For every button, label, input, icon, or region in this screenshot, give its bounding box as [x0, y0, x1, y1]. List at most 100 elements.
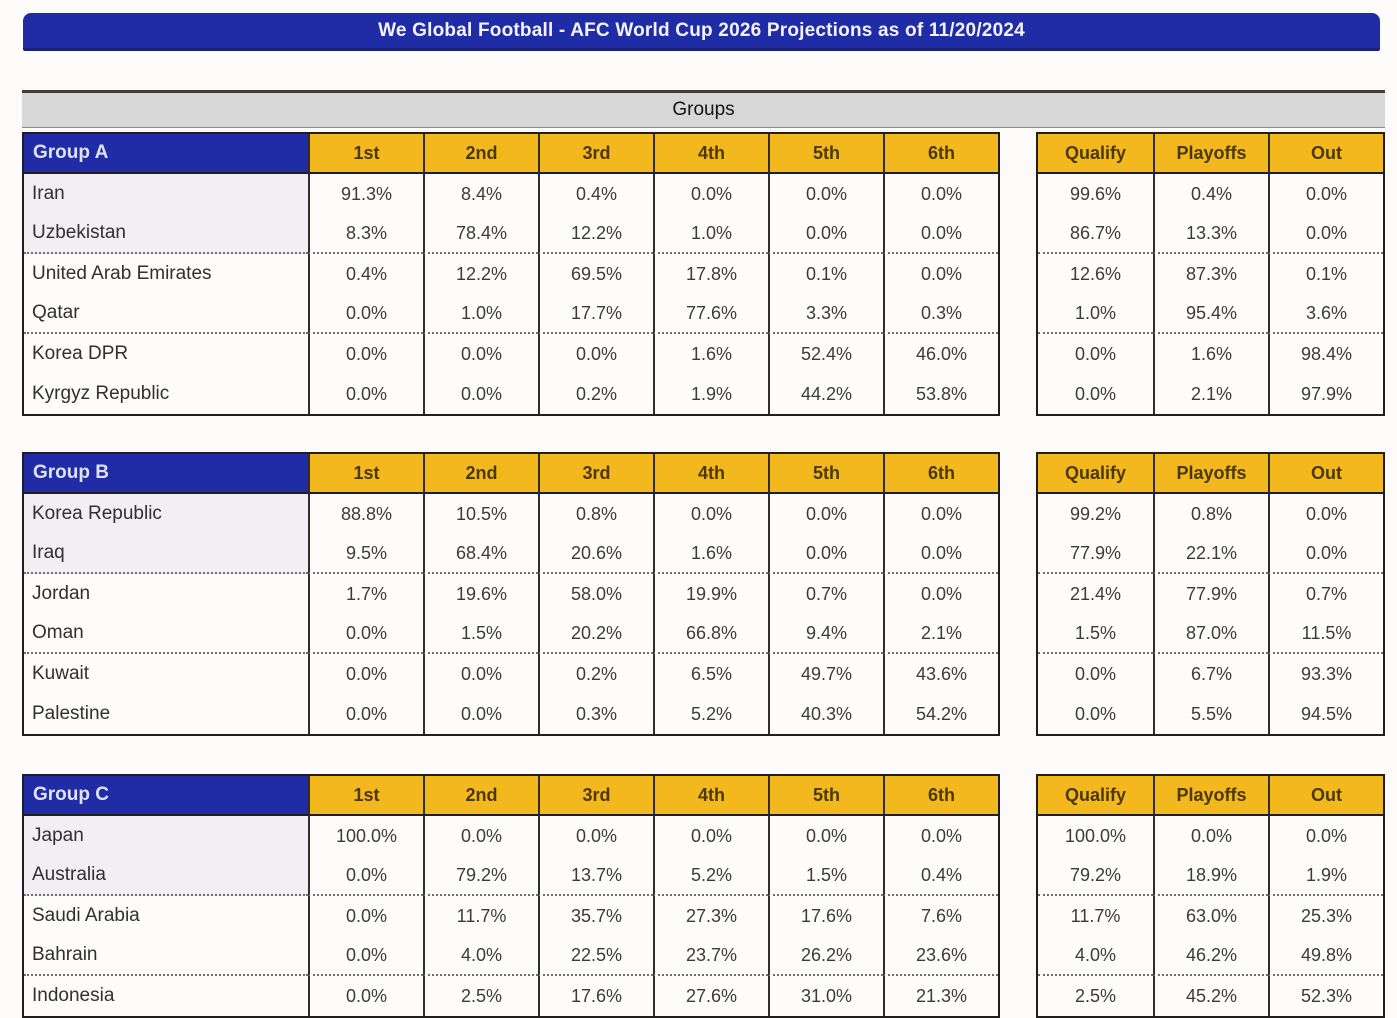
position-probability-cell: 0.0% — [768, 534, 883, 574]
team-name-cell: Korea DPR — [24, 334, 308, 374]
group-b-positions-table: Group B 1st 2nd 3rd 4th 5th 6th Korea Republic 8… — [22, 452, 1000, 736]
position-probability-cell: 0.0% — [308, 654, 423, 694]
position-probability-cell: 0.0% — [308, 614, 423, 654]
position-probability-cell: 22.5% — [538, 936, 653, 976]
position-probability-cell: 10.5% — [423, 494, 538, 534]
outcome-probability-cell: 0.0% — [1038, 334, 1153, 374]
team-name-cell: Iran — [24, 174, 308, 214]
position-probability-cell: 0.0% — [423, 334, 538, 374]
position-probability-cell: 79.2% — [423, 856, 538, 896]
team-name-cell: United Arab Emirates — [24, 254, 308, 294]
outcome-probability-cell: 1.0% — [1038, 294, 1153, 334]
outcome-probability-cell: 6.7% — [1153, 654, 1268, 694]
position-probability-cell: 0.0% — [883, 574, 998, 614]
outcome-probability-cell: 0.0% — [1038, 654, 1153, 694]
outcome-probability-cell: 46.2% — [1153, 936, 1268, 976]
team-name-cell: Qatar — [24, 294, 308, 334]
position-probability-cell: 8.4% — [423, 174, 538, 214]
position-probability-cell: 0.0% — [423, 694, 538, 734]
position-probability-cell: 0.0% — [308, 976, 423, 1016]
position-probability-cell: 19.9% — [653, 574, 768, 614]
outcome-probability-cell: 100.0% — [1038, 816, 1153, 856]
position-probability-cell: 0.0% — [423, 374, 538, 414]
position-probability-cell: 0.0% — [653, 494, 768, 534]
group-a-outcomes-table: Qualify Playoffs Out 99.6% 0.4% 0.0% 86.7% 13.3… — [1036, 132, 1385, 416]
position-probability-cell: 21.3% — [883, 976, 998, 1016]
position-probability-cell: 0.1% — [768, 254, 883, 294]
position-probability-cell: 17.7% — [538, 294, 653, 334]
position-probability-cell: 8.3% — [308, 214, 423, 254]
outcome-probability-cell: 11.5% — [1268, 614, 1383, 654]
outcome-header-cell: Out — [1268, 776, 1383, 816]
outcome-probability-cell: 45.2% — [1153, 976, 1268, 1016]
outcome-probability-cell: 87.3% — [1153, 254, 1268, 294]
section-header-label: Groups — [672, 99, 735, 120]
outcome-probability-cell: 18.9% — [1153, 856, 1268, 896]
position-probability-cell: 0.8% — [538, 494, 653, 534]
outcome-probability-cell: 0.0% — [1268, 816, 1383, 856]
position-probability-cell: 0.0% — [653, 816, 768, 856]
outcome-probability-cell: 99.2% — [1038, 494, 1153, 534]
outcome-probability-cell: 12.6% — [1038, 254, 1153, 294]
position-probability-cell: 0.0% — [883, 816, 998, 856]
outcome-probability-cell: 77.9% — [1038, 534, 1153, 574]
team-name-cell: Iraq — [24, 534, 308, 574]
outcome-probability-cell: 0.7% — [1268, 574, 1383, 614]
position-probability-cell: 0.0% — [883, 494, 998, 534]
outcome-header-cell: Qualify — [1038, 134, 1153, 174]
position-probability-cell: 23.6% — [883, 936, 998, 976]
group-a-positions-table: Group A 1st 2nd 3rd 4th 5th 6th Iran 91.3% 8.4% 0.… — [22, 132, 1000, 416]
outcome-header-cell: Qualify — [1038, 776, 1153, 816]
position-probability-cell: 0.0% — [308, 896, 423, 936]
position-header-cell: 5th — [768, 134, 883, 174]
outcome-probability-cell: 97.9% — [1268, 374, 1383, 414]
position-probability-cell: 31.0% — [768, 976, 883, 1016]
position-probability-cell: 35.7% — [538, 896, 653, 936]
outcome-header-cell: Playoffs — [1153, 454, 1268, 494]
outcome-probability-cell: 13.3% — [1153, 214, 1268, 254]
outcome-probability-cell: 0.0% — [1268, 534, 1383, 574]
position-probability-cell: 1.7% — [308, 574, 423, 614]
position-header-cell: 3rd — [538, 134, 653, 174]
outcome-probability-cell: 22.1% — [1153, 534, 1268, 574]
position-probability-cell: 1.5% — [423, 614, 538, 654]
outcome-probability-cell: 63.0% — [1153, 896, 1268, 936]
team-name-cell: Indonesia — [24, 976, 308, 1016]
position-header-cell: 6th — [883, 134, 998, 174]
position-header-cell: 4th — [653, 454, 768, 494]
position-probability-cell: 1.0% — [423, 294, 538, 334]
position-probability-cell: 27.6% — [653, 976, 768, 1016]
outcome-probability-cell: 2.5% — [1038, 976, 1153, 1016]
position-probability-cell: 0.0% — [883, 174, 998, 214]
position-probability-cell: 46.0% — [883, 334, 998, 374]
position-probability-cell: 0.0% — [423, 816, 538, 856]
position-header-cell: 2nd — [423, 776, 538, 816]
position-header-cell: 1st — [308, 454, 423, 494]
position-probability-cell: 100.0% — [308, 816, 423, 856]
team-name-cell: Jordan — [24, 574, 308, 614]
position-header-cell: 6th — [883, 454, 998, 494]
position-probability-cell: 69.5% — [538, 254, 653, 294]
position-header-cell: 3rd — [538, 776, 653, 816]
team-name-cell: Saudi Arabia — [24, 896, 308, 936]
position-probability-cell: 1.6% — [653, 534, 768, 574]
position-probability-cell: 27.3% — [653, 896, 768, 936]
position-probability-cell: 9.5% — [308, 534, 423, 574]
group-a-block: Group A 1st 2nd 3rd 4th 5th 6th Iran 91.3% 8.4% 0.… — [22, 132, 1385, 416]
position-probability-cell: 5.2% — [653, 694, 768, 734]
position-probability-cell: 2.5% — [423, 976, 538, 1016]
position-header-cell: 5th — [768, 454, 883, 494]
position-probability-cell: 0.0% — [308, 374, 423, 414]
team-name-cell: Kuwait — [24, 654, 308, 694]
position-probability-cell: 0.0% — [308, 856, 423, 896]
outcome-header-cell: Out — [1268, 134, 1383, 174]
outcome-header-cell: Qualify — [1038, 454, 1153, 494]
outcome-probability-cell: 0.4% — [1153, 174, 1268, 214]
position-probability-cell: 0.0% — [768, 494, 883, 534]
position-probability-cell: 58.0% — [538, 574, 653, 614]
position-probability-cell: 0.0% — [768, 214, 883, 254]
position-probability-cell: 0.0% — [423, 654, 538, 694]
position-probability-cell: 0.0% — [653, 174, 768, 214]
position-header-cell: 4th — [653, 776, 768, 816]
position-probability-cell: 54.2% — [883, 694, 998, 734]
